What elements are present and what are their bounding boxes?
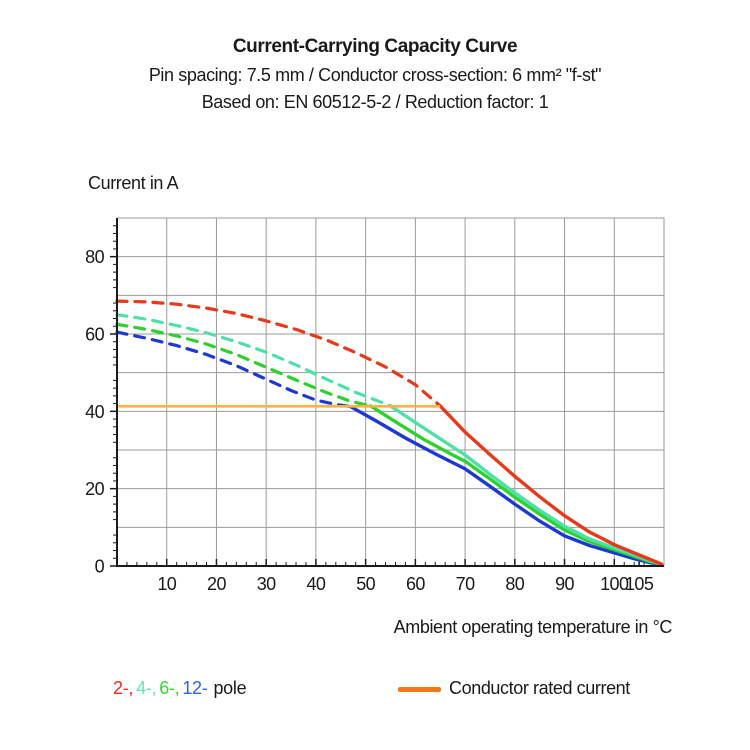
rated-current-label: Conductor rated current [449,678,630,698]
curve-dashed-4-pole [115,313,393,408]
curve-solid-2-pole [438,404,664,566]
legend-pole-2-label: 2-, [113,678,134,698]
y-axis-title: Current in A [88,173,179,193]
chart-title: Current-Carrying Capacity Curve [232,36,518,57]
x-tick-label: 105 [625,574,654,594]
legend-pole-4-label: 4-, [136,678,157,698]
x-tick-label: 30 [257,574,276,594]
x-tick-label: 50 [356,574,375,594]
y-tick-label: 40 [85,402,104,422]
curve-dashed-2-pole [115,299,442,408]
curve-dashed-12-pole [115,330,353,409]
x-axis-title: Ambient operating temperature in °C [393,617,673,637]
rated-current-swatch [398,687,441,692]
x-tick-label: 10 [157,574,176,594]
curve-dashed-6-pole [115,322,373,408]
chart-subtitle-spec: Pin spacing: 7.5 mm / Conductor cross-se… [148,65,602,85]
legend-pole-suffix: pole [213,678,247,698]
x-tick-label: 80 [505,574,524,594]
x-tick-label: 20 [207,574,226,594]
y-tick-label: 80 [85,247,104,267]
legend-pole-12-label: 12- [182,678,208,698]
x-tick-label: 70 [456,574,475,594]
curve-solid-4-pole [388,404,664,566]
x-tick-label: 90 [555,574,574,594]
chart-subtitle-basis: Based on: EN 60512-5-2 / Reduction facto… [201,92,549,112]
legend-poles: 2-, 4-, 6-, 12- pole [113,678,249,699]
y-tick-label: 20 [85,479,104,499]
x-tick-label: 40 [306,574,325,594]
x-tick-label: 60 [406,574,425,594]
curve-solid-6-pole [368,404,664,567]
y-tick-label: 60 [85,325,104,345]
legend-pole-items: 2-, 4-, 6-, 12- [113,678,210,698]
legend-pole-6-label: 6-, [159,678,180,698]
x-tick-label: 100 [600,574,629,594]
curve-solid-12-pole [349,404,664,567]
y-tick-label: 0 [95,557,105,577]
